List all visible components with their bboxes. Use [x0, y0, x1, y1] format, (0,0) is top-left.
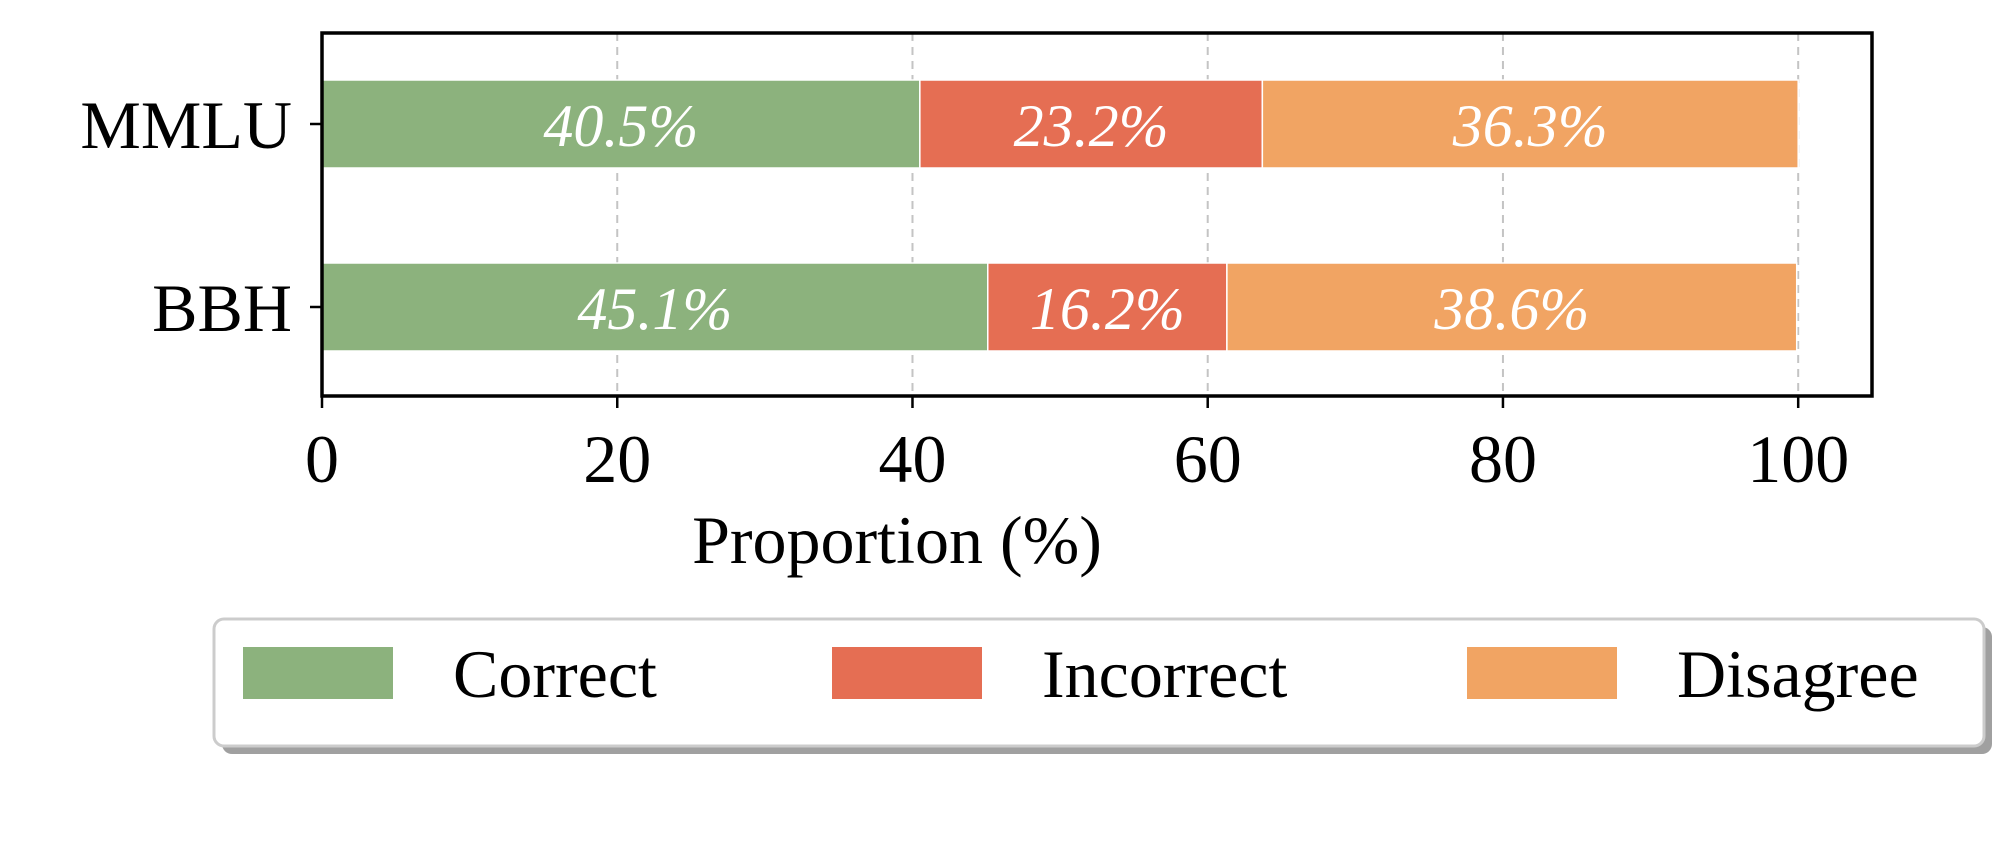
plot-frame	[320, 31, 1874, 398]
y-tick-label: MMLU	[80, 87, 292, 163]
x-tick-label: 80	[1469, 421, 1537, 497]
bar-segment-disagree-mmlu	[1261, 79, 1799, 169]
bar-segment-incorrect-bbh	[987, 262, 1228, 352]
bar-segment-correct-bbh	[321, 262, 989, 352]
x-axis-label: Proportion (%)	[692, 502, 1102, 578]
data-label: 38.6%	[1433, 276, 1589, 342]
x-axis-ticks: 0 20 40 60 80 100	[305, 396, 1849, 497]
data-label: 36.3%	[1452, 93, 1608, 159]
legend-label-disagree: Disagree	[1677, 636, 1919, 712]
y-axis-ticks: MMLU BBH	[80, 87, 322, 346]
data-label: 23.2%	[1014, 93, 1169, 159]
legend-swatch-incorrect	[832, 647, 982, 699]
legend: Correct Incorrect Disagree	[212, 617, 1992, 754]
x-tick-label: 40	[878, 421, 946, 497]
legend-swatch-disagree	[1467, 647, 1617, 699]
legend-label-incorrect: Incorrect	[1042, 636, 1287, 712]
x-tick-label: 100	[1747, 421, 1849, 497]
legend-swatch-correct	[243, 647, 393, 699]
data-label: 45.1%	[577, 276, 732, 342]
data-label: 40.5%	[543, 93, 698, 159]
data-label: 16.2%	[1030, 276, 1185, 342]
y-tick-label: BBH	[152, 270, 292, 346]
legend-items: Correct Incorrect Disagree	[243, 636, 1919, 712]
x-tick-label: 60	[1174, 421, 1242, 497]
x-tick-label: 0	[305, 421, 339, 497]
legend-label-correct: Correct	[453, 636, 657, 712]
bar-segment-incorrect-mmlu	[919, 79, 1264, 169]
x-tick-label: 20	[583, 421, 651, 497]
bar-segment-disagree-bbh	[1226, 262, 1798, 352]
bars: 40.5% 23.2% 36.3% 45.1% 16.2% 38.6%	[321, 79, 1799, 352]
